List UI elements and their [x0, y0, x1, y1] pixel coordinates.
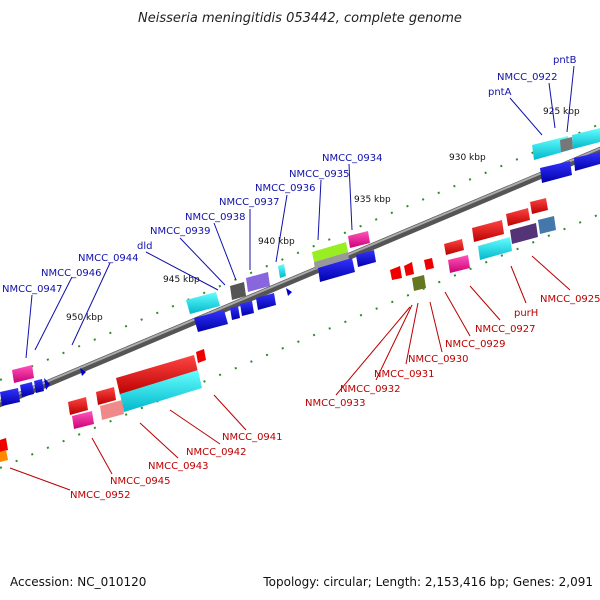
gene-block: [12, 365, 34, 383]
gene-block: [318, 258, 355, 282]
lower-genes: [0, 198, 556, 462]
gene-label-NMCC_0947[interactable]: NMCC_0947: [2, 284, 63, 295]
gene-label-NMCC_0922[interactable]: NMCC_0922: [497, 72, 558, 83]
gene-label-NMCC_0929[interactable]: NMCC_0929: [445, 339, 506, 350]
gene-label-NMCC_0941[interactable]: NMCC_0941: [222, 432, 283, 443]
gene-block: [44, 378, 50, 390]
genome-summary-text: Topology: circular; Length: 2,153,416 bp…: [262, 575, 593, 589]
scale-label-930: 930 kbp: [449, 153, 486, 163]
gene-label-NMCC_0930[interactable]: NMCC_0930: [408, 354, 469, 365]
scale-label-940: 940 kbp: [258, 237, 295, 247]
gene-block: [412, 275, 426, 291]
gene-block: [194, 310, 228, 332]
gene-block: [256, 293, 276, 310]
gene-label-NMCC_0946[interactable]: NMCC_0946: [41, 268, 102, 279]
gene-block: [0, 388, 20, 406]
gene-block: [120, 370, 202, 412]
gene-block: [448, 255, 470, 273]
gene-block: [230, 306, 240, 320]
gene-label-pntB[interactable]: pntB: [553, 55, 577, 66]
gene-block: [390, 266, 402, 280]
gene-block: [80, 368, 86, 376]
gene-block: [72, 411, 94, 429]
gene-block: [348, 231, 370, 248]
gene-label-NMCC_0952[interactable]: NMCC_0952: [70, 490, 131, 501]
gene-block: [240, 301, 254, 316]
gene-block: [314, 252, 349, 270]
gene-label-NMCC_0937[interactable]: NMCC_0937: [219, 197, 280, 208]
upper-genes: [0, 128, 600, 406]
scale-label-935: 935 kbp: [354, 195, 391, 205]
gene-block: [444, 239, 464, 255]
gene-block: [574, 152, 600, 171]
gene-block: [186, 292, 220, 314]
gene-block: [0, 438, 8, 452]
gene-block: [478, 237, 512, 260]
gene-block: [96, 387, 116, 405]
gene-label-pntA[interactable]: pntA: [488, 87, 512, 98]
upper-leader-lines: [25, 65, 575, 359]
gene-label-NMCC_0932[interactable]: NMCC_0932: [340, 384, 401, 395]
gene-block: [230, 282, 246, 300]
genome-backbone: [0, 146, 600, 408]
gene-block: [404, 262, 414, 276]
gene-block: [100, 400, 124, 420]
accession-text: Accession: NC_010120: [10, 575, 146, 589]
gene-block: [0, 450, 8, 462]
gene-block: [312, 242, 348, 262]
gene-block: [68, 397, 88, 415]
gene-block: [572, 128, 600, 149]
gene-label-NMCC_0938[interactable]: NMCC_0938: [185, 212, 246, 223]
gene-block: [286, 288, 292, 296]
gene-block: [530, 198, 548, 214]
scale-label-945: 945 kbp: [163, 275, 200, 285]
gene-label-NMCC_0943[interactable]: NMCC_0943: [148, 461, 209, 472]
gene-block: [506, 208, 530, 226]
gene-label-NMCC_0927[interactable]: NMCC_0927: [475, 324, 536, 335]
genome-backbone-highlight: [0, 147, 600, 403]
lower-leader-lines: [9, 255, 571, 491]
scale-label-925: 925 kbp: [543, 107, 580, 117]
gene-label-NMCC_0939[interactable]: NMCC_0939: [150, 226, 211, 237]
gene-label-NMCC_0931[interactable]: NMCC_0931: [374, 369, 435, 380]
gene-label-NMCC_0934[interactable]: NMCC_0934: [322, 153, 383, 164]
gene-block: [356, 250, 376, 267]
gene-label-purH[interactable]: purH: [514, 308, 538, 319]
gene-label-NMCC_0925[interactable]: NMCC_0925: [540, 294, 600, 305]
gene-block: [34, 379, 44, 393]
page-title: Neisseria meningitidis 053442, complete …: [138, 11, 462, 26]
gene-block: [20, 382, 34, 397]
gene-label-dld[interactable]: dld: [137, 241, 152, 252]
gene-block: [560, 137, 573, 152]
gene-label-NMCC_0945[interactable]: NMCC_0945: [110, 476, 171, 487]
gene-block: [538, 216, 556, 234]
tick-row-upper: [0, 123, 600, 381]
gene-block: [424, 258, 434, 270]
gene-block: [278, 264, 286, 278]
gene-block: [196, 349, 206, 363]
gene-block: [510, 223, 538, 244]
gene-block: [540, 161, 572, 183]
gene-block: [246, 272, 270, 292]
gene-label-NMCC_0942[interactable]: NMCC_0942: [186, 447, 247, 458]
gene-label-NMCC_0936[interactable]: NMCC_0936: [255, 183, 316, 194]
gene-block: [116, 355, 198, 395]
gene-label-NMCC_0944[interactable]: NMCC_0944: [78, 253, 139, 264]
gene-block: [472, 220, 504, 242]
gene-label-NMCC_0935[interactable]: NMCC_0935: [289, 169, 350, 180]
gene-label-NMCC_0933[interactable]: NMCC_0933: [305, 398, 366, 409]
